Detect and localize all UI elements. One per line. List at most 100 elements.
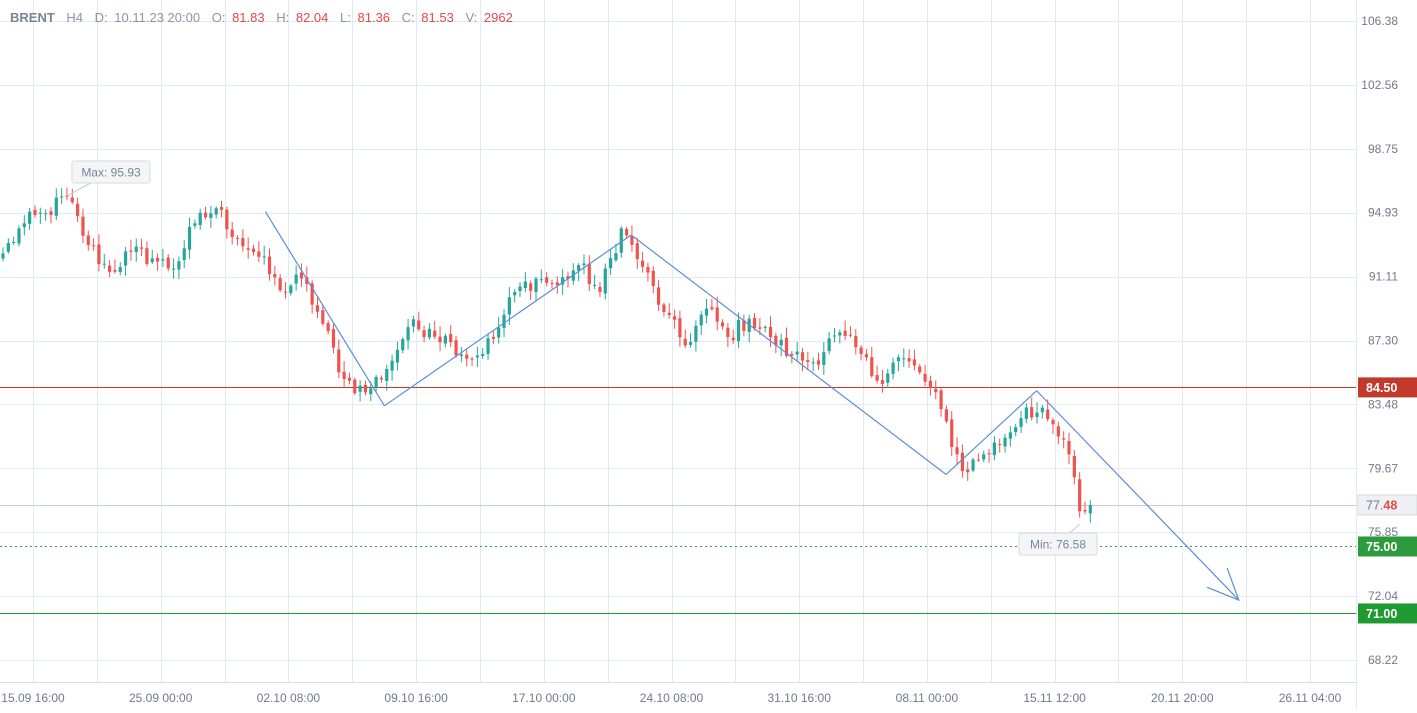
candle[interactable] [577, 263, 581, 282]
candle[interactable] [891, 357, 895, 380]
candle[interactable] [630, 225, 634, 252]
candle[interactable] [219, 200, 224, 218]
candle[interactable] [353, 377, 357, 396]
candle[interactable] [70, 188, 74, 205]
trend-segment[interactable] [264, 211, 385, 407]
candle[interactable] [768, 316, 773, 348]
candle[interactable] [449, 325, 453, 348]
candle[interactable] [518, 282, 522, 298]
candle[interactable] [209, 205, 213, 228]
candle[interactable] [966, 461, 970, 481]
candle[interactable] [1040, 404, 1044, 419]
candle[interactable] [912, 349, 917, 371]
trend-lines[interactable] [264, 211, 1240, 602]
candle[interactable] [171, 258, 176, 279]
candle[interactable] [198, 208, 202, 230]
candle[interactable] [880, 369, 885, 393]
candle[interactable] [289, 283, 293, 296]
candle[interactable] [491, 330, 495, 345]
candle[interactable] [129, 239, 133, 261]
candle[interactable] [928, 375, 933, 396]
candle[interactable] [1056, 421, 1060, 445]
candle[interactable] [134, 238, 138, 262]
candle[interactable] [934, 380, 938, 400]
candle[interactable] [251, 244, 256, 256]
candle[interactable] [715, 296, 719, 331]
candle[interactable] [774, 332, 778, 354]
candle[interactable] [374, 374, 378, 392]
candle[interactable] [443, 333, 447, 348]
candle[interactable] [187, 217, 192, 259]
candle[interactable] [283, 282, 288, 299]
candle[interactable] [401, 337, 405, 354]
candle[interactable] [92, 238, 96, 251]
candle[interactable] [139, 238, 144, 256]
candle[interactable] [827, 331, 831, 355]
candle[interactable] [992, 436, 996, 461]
candle[interactable] [390, 354, 394, 381]
candle[interactable] [1030, 397, 1034, 421]
candle[interactable] [203, 206, 208, 220]
candle[interactable] [438, 326, 442, 352]
candle[interactable] [406, 319, 410, 350]
trend-arrow-head[interactable] [1206, 567, 1240, 602]
candle[interactable] [534, 276, 538, 301]
candle[interactable] [726, 322, 730, 348]
candle[interactable] [982, 450, 986, 463]
candle[interactable] [54, 188, 58, 221]
candle[interactable] [752, 313, 757, 331]
candle[interactable] [166, 254, 170, 272]
candle[interactable] [806, 351, 810, 371]
candle[interactable] [76, 197, 80, 223]
candle[interactable] [97, 234, 101, 272]
candle[interactable] [939, 386, 943, 417]
candle[interactable] [28, 207, 32, 230]
candle[interactable] [12, 236, 16, 246]
candle[interactable] [123, 247, 128, 276]
candles[interactable] [1, 187, 1092, 523]
candle[interactable] [257, 241, 261, 263]
candle[interactable] [470, 356, 474, 366]
candle[interactable] [459, 346, 463, 363]
candle[interactable] [598, 281, 602, 298]
trend-segment[interactable] [1036, 390, 1240, 601]
candle[interactable] [379, 375, 384, 383]
candle[interactable] [81, 208, 85, 244]
candle[interactable] [86, 230, 90, 251]
candle[interactable] [587, 255, 591, 292]
candle[interactable] [150, 249, 154, 265]
candle[interactable] [262, 245, 266, 265]
candle[interactable] [294, 265, 298, 291]
candle[interactable] [497, 316, 501, 344]
trend-segment[interactable] [384, 234, 632, 407]
candle[interactable] [672, 309, 677, 329]
candle[interactable] [475, 346, 479, 368]
candle[interactable] [566, 271, 570, 288]
candle[interactable] [678, 310, 682, 347]
candle[interactable] [838, 329, 842, 344]
candle[interactable] [193, 219, 197, 229]
candle[interactable] [422, 325, 426, 343]
candle[interactable] [331, 323, 336, 354]
trend-segment[interactable] [630, 234, 947, 475]
candle[interactable] [704, 298, 709, 324]
candle[interactable] [65, 187, 69, 201]
candle[interactable] [273, 265, 277, 286]
candle[interactable] [960, 444, 964, 478]
candle[interactable] [267, 248, 272, 281]
candle[interactable] [427, 323, 431, 340]
candle[interactable] [235, 235, 240, 246]
candle[interactable] [6, 238, 10, 254]
candle[interactable] [987, 448, 991, 463]
candle[interactable] [1078, 472, 1082, 518]
candle[interactable] [886, 368, 890, 388]
candle[interactable] [395, 341, 400, 371]
candle[interactable] [225, 206, 229, 239]
candle[interactable] [44, 209, 48, 221]
candle[interactable] [1019, 410, 1023, 434]
candle[interactable] [33, 205, 37, 218]
candle[interactable] [710, 298, 714, 311]
candle[interactable] [688, 333, 693, 348]
candle[interactable] [603, 263, 607, 300]
candle[interactable] [1, 247, 5, 262]
